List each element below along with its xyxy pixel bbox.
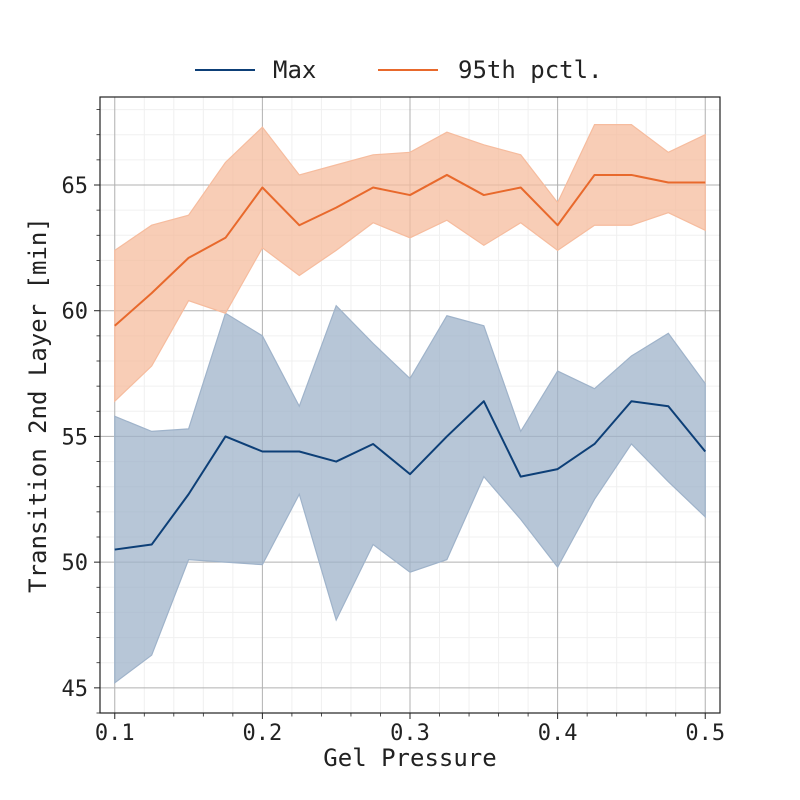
axis-ticks [94,109,706,719]
y-tick-label: 55 [62,425,89,450]
x-tick-label: 0.1 [95,721,135,746]
series-line-95th-pctl [114,173,706,327]
band-max [114,304,706,685]
y-axis-title: Transition 2nd Layer [min] [24,217,52,593]
x-tick-label: 0.2 [243,721,283,746]
y-tick-label: 60 [62,300,89,325]
series-lines [114,173,707,551]
x-axis-title: Gel Pressure [323,744,496,772]
y-tick-label: 65 [62,174,89,199]
y-tick-label: 45 [62,677,89,702]
band-95th-pctl [114,124,706,403]
x-tick-label: 0.4 [538,721,578,746]
x-tick-label: 0.3 [390,721,430,746]
tick-labels: 0.1 0.2 0.3 0.4 0.5 45 50 55 60 65 [62,174,726,746]
confidence-bands [114,124,706,685]
x-tick-label: 0.5 [685,721,725,746]
series-line-max [114,400,707,551]
legend-label-95th-pctl: 95th pctl. [458,56,603,84]
legend-label-max: Max [273,56,316,84]
y-tick-label: 50 [62,551,89,576]
legend: Max 95th pctl. [195,56,603,84]
